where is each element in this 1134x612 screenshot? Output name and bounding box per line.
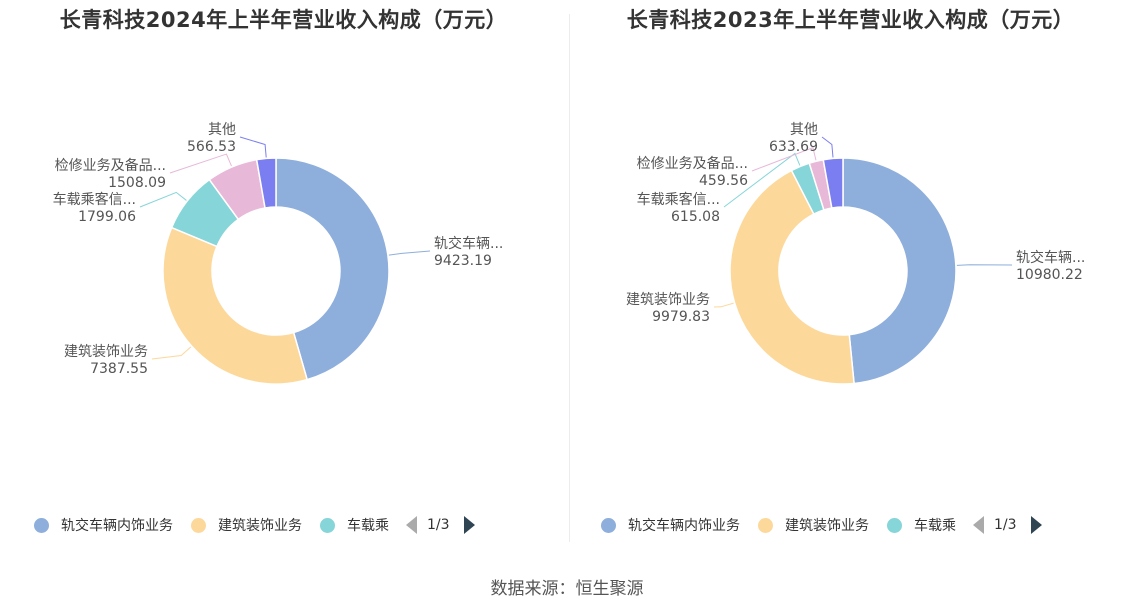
- slice-label-value: 10980.22: [1016, 267, 1083, 283]
- slice-label-value: 459.56: [699, 173, 748, 189]
- donut-slice[interactable]: [162, 226, 309, 385]
- label-leader-line: [151, 346, 192, 360]
- legend-label: 建筑装饰业务: [218, 518, 302, 534]
- slice-label-name: 车载乘客信...: [53, 191, 136, 208]
- legend-pager: 1/3: [973, 516, 1042, 534]
- legend-swatch: [320, 517, 335, 533]
- slice-label-value: 9423.19: [434, 253, 492, 269]
- donut-slice[interactable]: [275, 157, 390, 381]
- label-leader-line: [388, 250, 431, 256]
- legend-swatch: [758, 517, 773, 533]
- slice-label-value: 7387.55: [90, 361, 148, 377]
- legend-swatch: [887, 517, 902, 533]
- chart-panel-2024: 长青科技2024年上半年营业收入构成（万元） 轨交车辆... 9423.19 建筑装…: [0, 0, 567, 560]
- legend-label: 车载乘: [914, 518, 956, 534]
- data-source-note: 数据来源：恒生聚源: [490, 579, 644, 599]
- label-leader-line: [139, 191, 187, 208]
- legend-item[interactable]: 轨交车辆内饰业务: [34, 515, 173, 535]
- chart-panel-2023: 长青科技2023年上半年营业收入构成（万元） 轨交车辆... 10980.22 建筑…: [567, 0, 1134, 560]
- legend-item[interactable]: 轨交车辆内饰业务: [601, 515, 740, 535]
- legend-item[interactable]: 建筑装饰业务: [191, 515, 302, 535]
- label-leader-line: [713, 302, 734, 308]
- chart-title: 长青科技2023年上半年营业收入构成（万元）: [626, 8, 1075, 32]
- slice-label-value: 1799.06: [78, 209, 136, 225]
- slice-label-name: 轨交车辆...: [1016, 249, 1085, 266]
- slice-label-name: 其他: [208, 122, 236, 138]
- legend-label: 轨交车辆内饰业务: [628, 518, 740, 534]
- slice-label-name: 建筑装饰业务: [64, 344, 148, 360]
- slice-label-name: 检修业务及备品...: [55, 157, 166, 174]
- slice-label-value: 633.69: [769, 139, 818, 155]
- slice-label-name: 其他: [790, 122, 818, 138]
- legend-swatch: [191, 517, 206, 533]
- label-leader-line: [169, 153, 232, 174]
- legend-pager: 1/3: [406, 516, 475, 534]
- label-leader-line: [821, 136, 834, 158]
- chart-legend: 轨交车辆内饰业务 建筑装饰业务 车载乘 1/3: [34, 514, 475, 536]
- legend-page-indicator: 1/3: [427, 517, 450, 533]
- donut-slice[interactable]: [255, 157, 277, 209]
- panel-divider: [569, 14, 570, 542]
- slice-label-value: 566.53: [187, 139, 236, 155]
- legend-item[interactable]: 车载乘: [887, 515, 965, 535]
- legend-prev-arrow-icon[interactable]: [406, 516, 417, 534]
- label-leader-line: [956, 264, 1013, 266]
- legend-item[interactable]: 车载乘: [320, 515, 398, 535]
- legend-label: 轨交车辆内饰业务: [61, 518, 173, 534]
- slice-label-value: 615.08: [671, 209, 720, 225]
- legend-swatch: [601, 517, 616, 533]
- label-leader-line: [751, 146, 817, 172]
- donut-slice[interactable]: [822, 157, 844, 209]
- slice-label-value: 1508.09: [108, 175, 166, 191]
- legend-next-arrow-icon[interactable]: [1030, 516, 1042, 534]
- slice-label-name: 检修业务及备品...: [637, 155, 748, 172]
- legend-label: 建筑装饰业务: [785, 518, 869, 534]
- slice-label-name: 轨交车辆...: [434, 235, 503, 252]
- donut-slice[interactable]: [842, 157, 957, 385]
- slice-label-name: 车载乘客信...: [637, 191, 720, 208]
- legend-page-indicator: 1/3: [994, 517, 1017, 533]
- label-leader-line: [723, 152, 801, 208]
- donut-slice[interactable]: [729, 169, 855, 385]
- legend-swatch: [34, 517, 49, 533]
- legend-item[interactable]: 建筑装饰业务: [758, 515, 869, 535]
- legend-prev-arrow-icon[interactable]: [973, 516, 984, 534]
- chart-legend: 轨交车辆内饰业务 建筑装饰业务 车载乘 1/3: [601, 514, 1042, 536]
- legend-next-arrow-icon[interactable]: [463, 516, 475, 534]
- slice-label-value: 9979.83: [652, 309, 710, 325]
- chart-title: 长青科技2024年上半年营业收入构成（万元）: [59, 8, 508, 32]
- label-leader-line: [239, 136, 267, 158]
- slice-label-name: 建筑装饰业务: [626, 292, 710, 308]
- legend-label: 车载乘: [347, 518, 389, 534]
